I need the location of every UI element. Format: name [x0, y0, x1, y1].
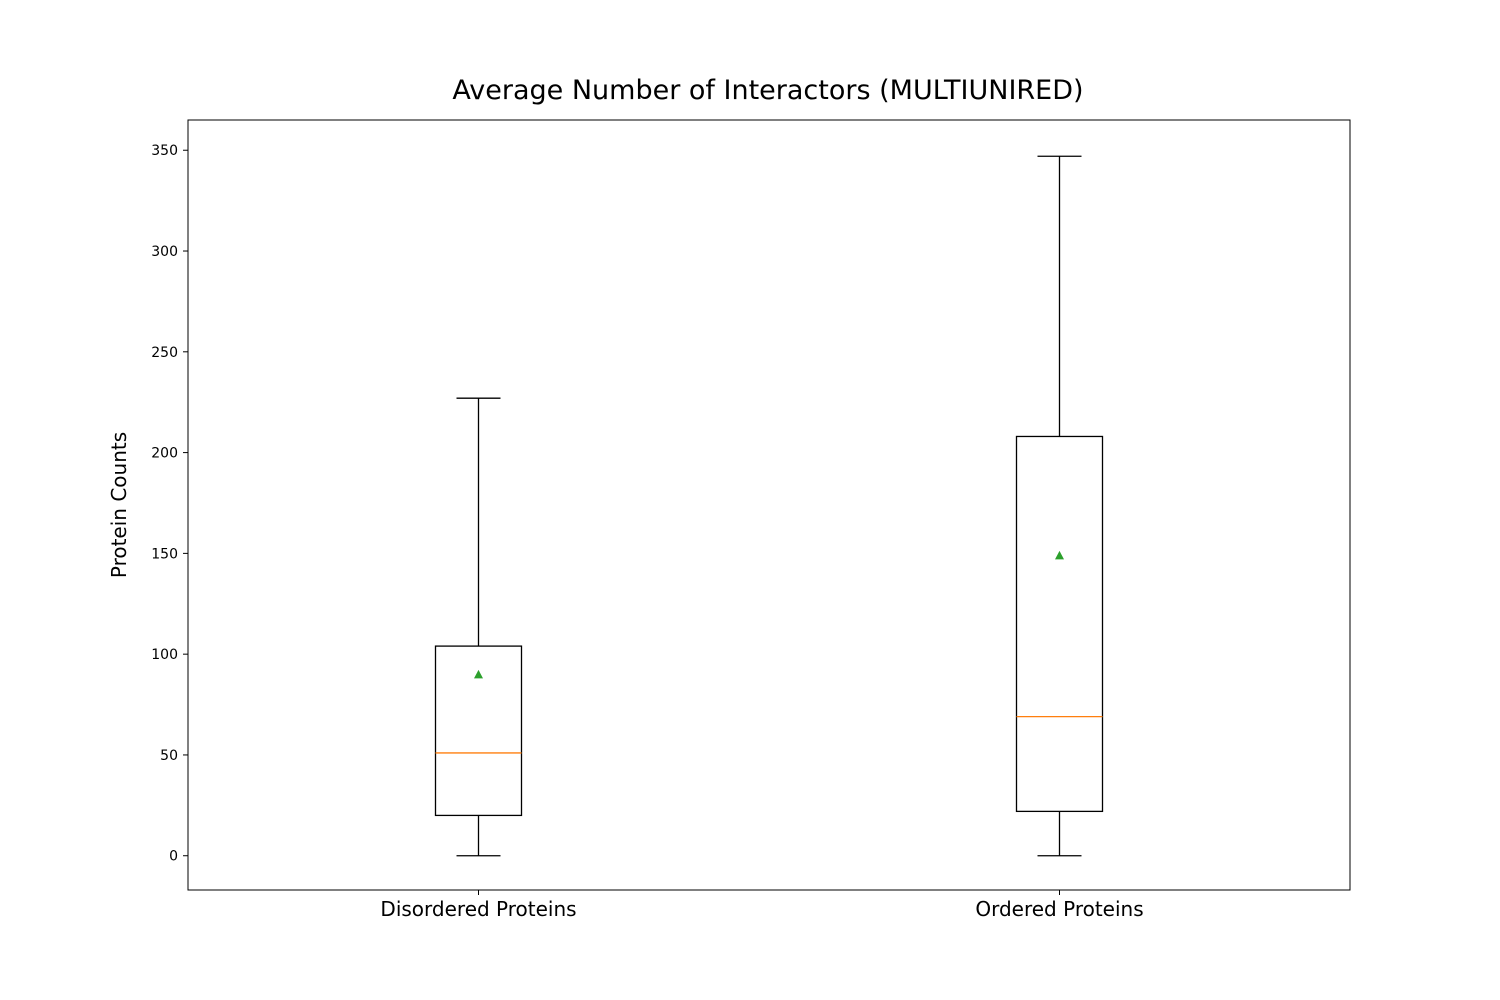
- y-tick-label: 0: [169, 849, 178, 865]
- interquartile-box: [1015, 435, 1104, 813]
- y-tick-label: 200: [151, 446, 178, 462]
- boxes: [434, 155, 1104, 857]
- y-tick-label: 250: [151, 345, 178, 361]
- box-2: [1015, 155, 1104, 857]
- x-axis-ticks: Disordered Proteins Ordered Proteins: [380, 890, 1144, 921]
- y-tick-label: 100: [151, 647, 178, 663]
- plot-area-frame: [187, 119, 1351, 891]
- y-tick-label: 50: [160, 748, 178, 764]
- x-tick-label: Ordered Proteins: [975, 897, 1143, 921]
- chart-title: Average Number of Interactors (MULTIUNIR…: [452, 75, 1083, 106]
- y-axis-label: Protein Counts: [107, 432, 131, 578]
- mean-marker: [474, 669, 483, 679]
- box-1: [434, 397, 523, 857]
- y-tick-label: 300: [151, 244, 178, 260]
- interquartile-box: [434, 645, 523, 817]
- x-tick-label: Disordered Proteins: [380, 897, 576, 921]
- y-axis-ticks: 0 50 100 150 200 250 300 350: [151, 143, 188, 865]
- mean-marker: [1055, 550, 1064, 560]
- y-tick-label: 150: [151, 546, 178, 562]
- y-tick-label: 350: [151, 143, 178, 159]
